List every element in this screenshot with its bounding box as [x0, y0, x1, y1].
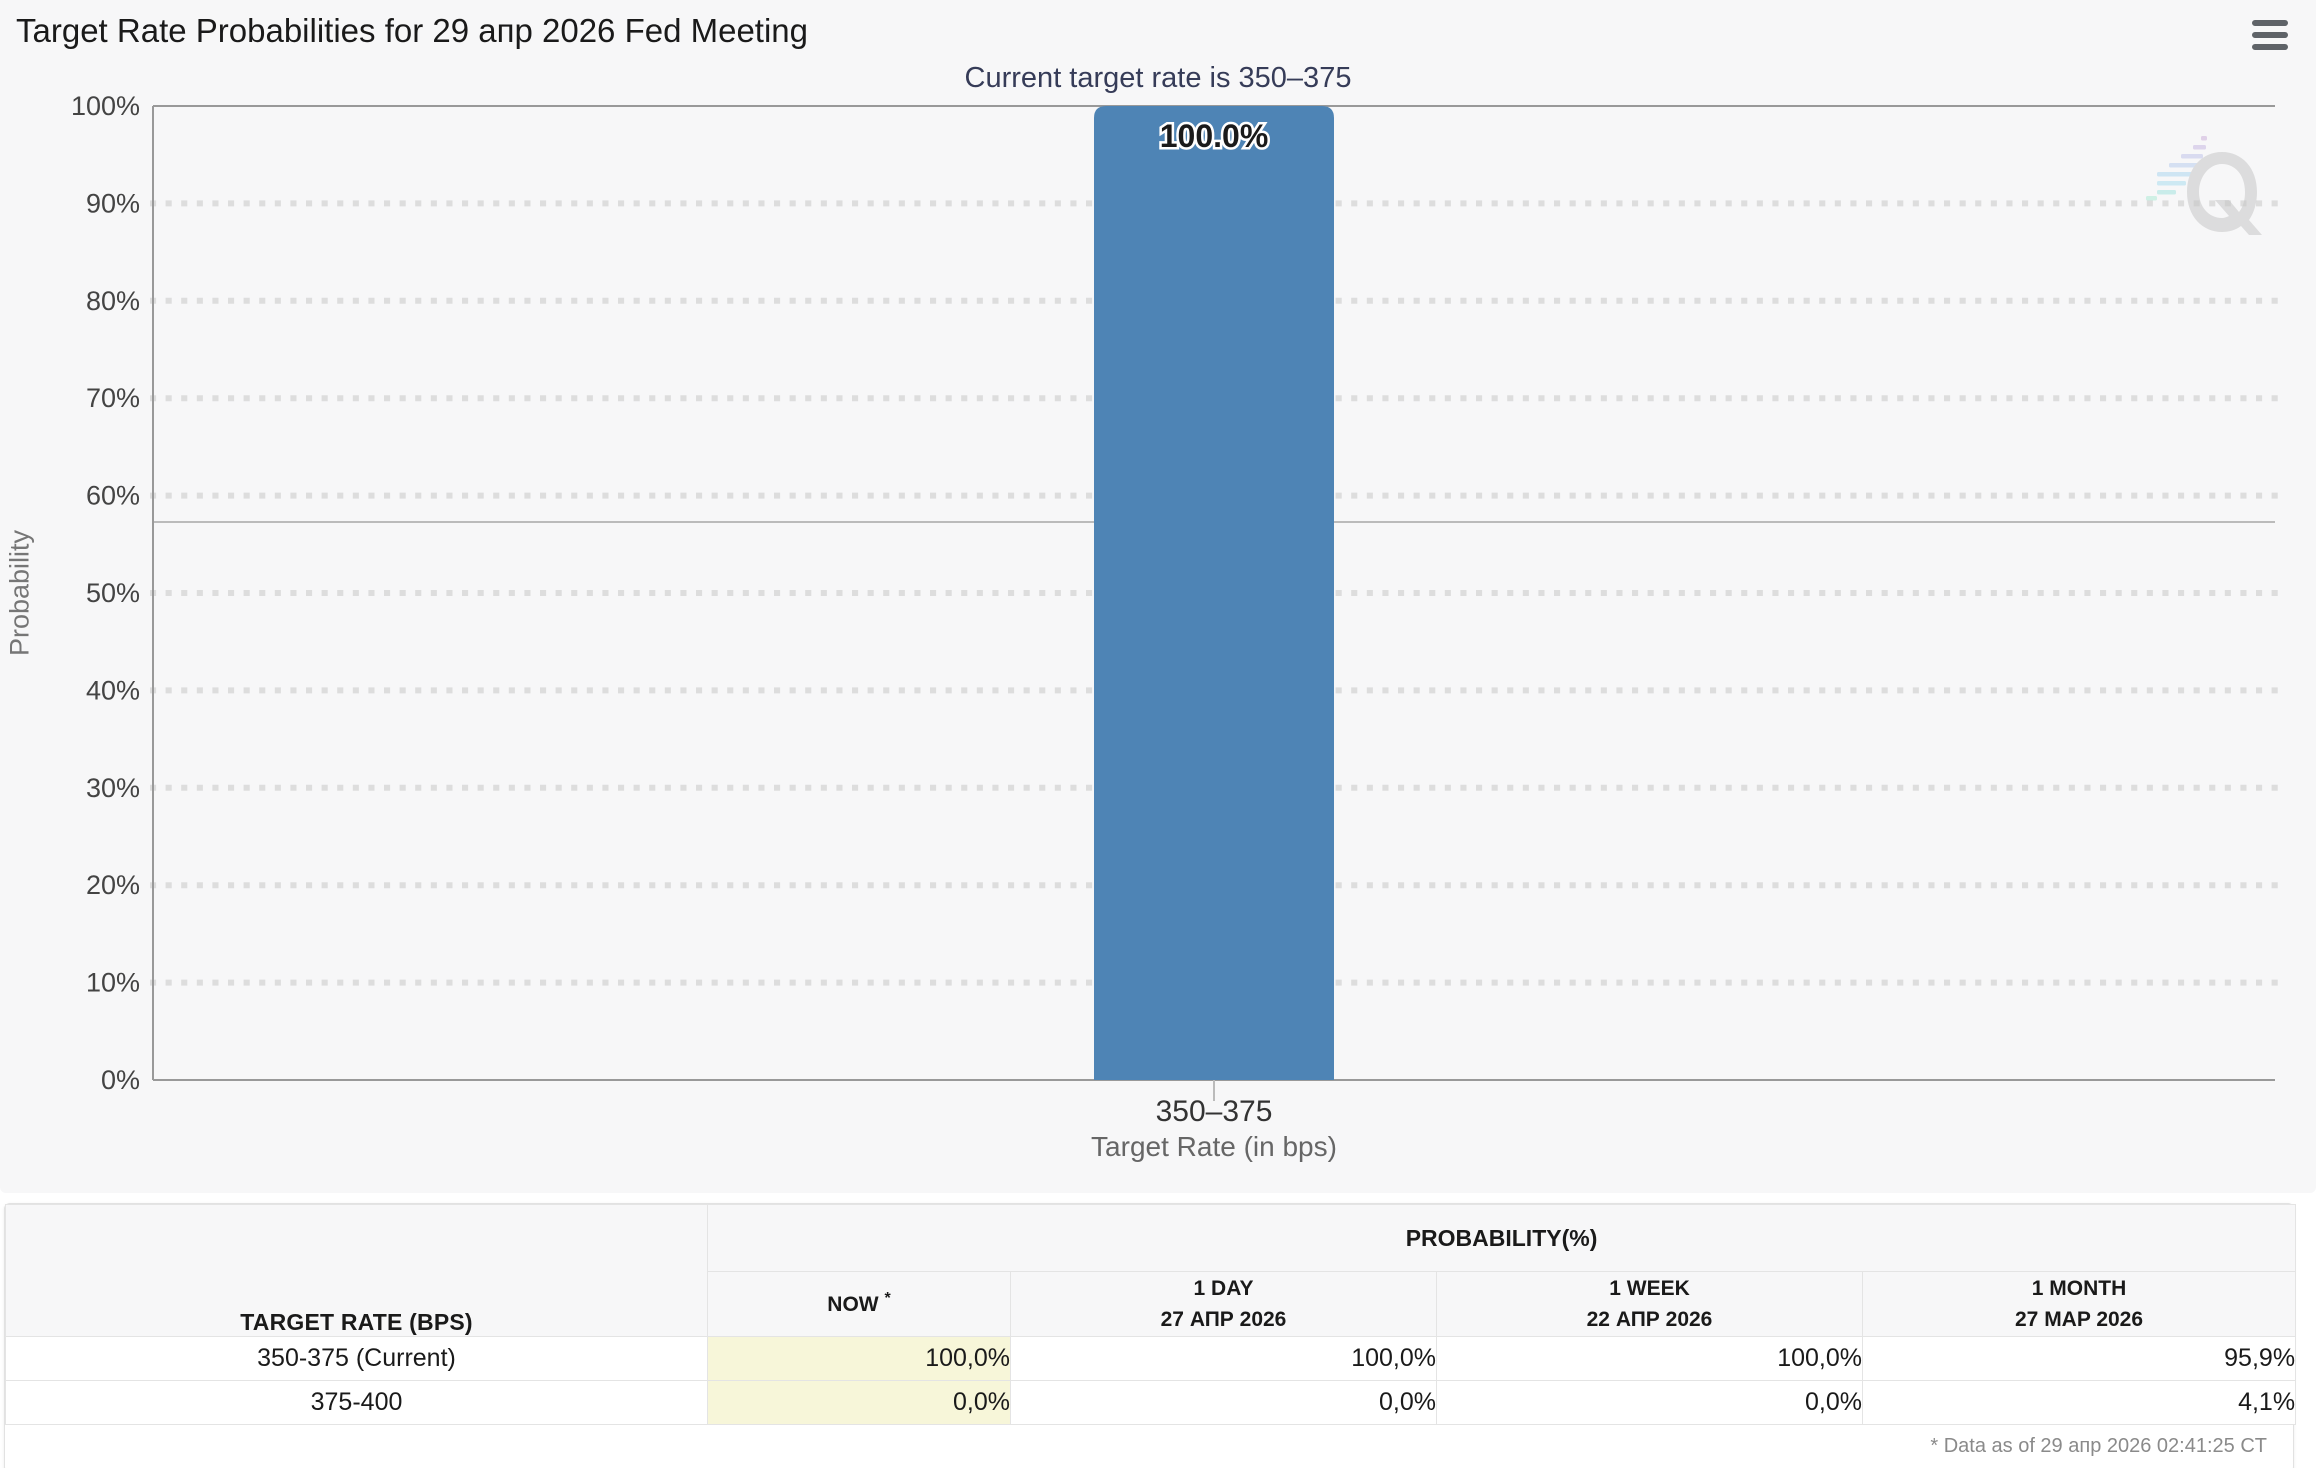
- svg-text:30%: 30%: [86, 773, 140, 803]
- svg-text:350–375: 350–375: [1156, 1095, 1273, 1128]
- svg-text:50%: 50%: [86, 578, 140, 608]
- svg-text:60%: 60%: [86, 481, 140, 511]
- svg-text:0%: 0%: [101, 1065, 140, 1095]
- svg-text:100.0%: 100.0%: [1160, 118, 1269, 154]
- svg-text:80%: 80%: [86, 286, 140, 316]
- svg-text:70%: 70%: [86, 383, 140, 413]
- svg-text:Target Rate (in bps): Target Rate (in bps): [1091, 1131, 1337, 1162]
- svg-text:90%: 90%: [86, 188, 140, 218]
- svg-text:100%: 100%: [71, 91, 140, 121]
- svg-text:20%: 20%: [86, 870, 140, 900]
- svg-text:10%: 10%: [86, 968, 140, 998]
- svg-text:40%: 40%: [86, 675, 140, 705]
